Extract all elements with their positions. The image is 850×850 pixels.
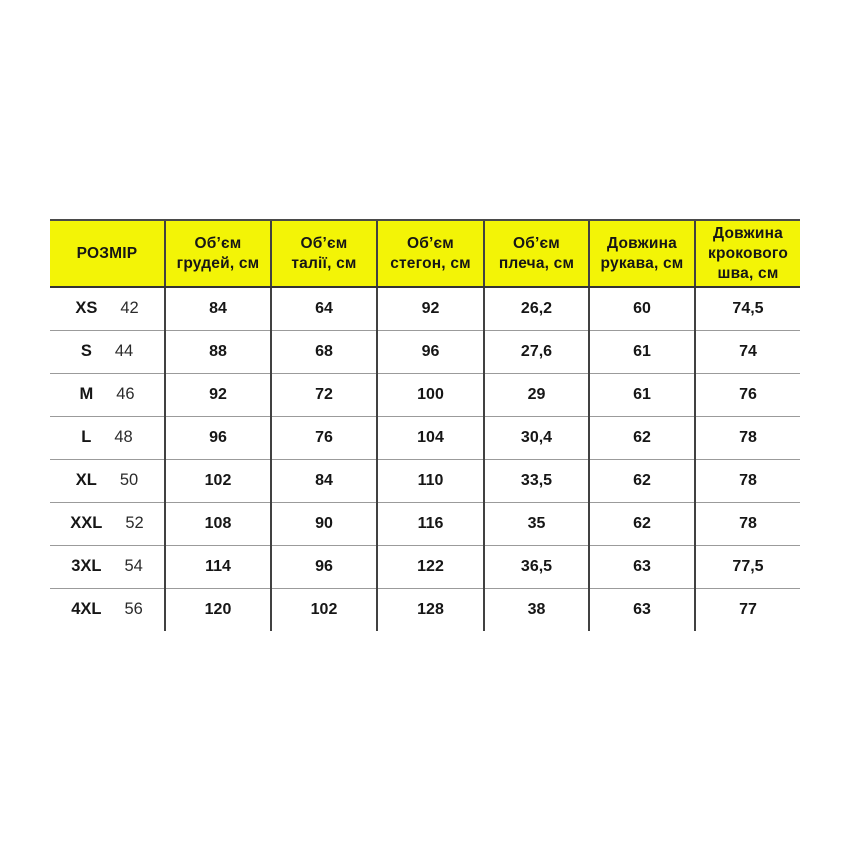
chest-value: 102 <box>164 459 271 503</box>
sleeve-value: 62 <box>588 459 695 503</box>
inseam-value: 76 <box>694 373 800 417</box>
shoulder-value: 36,5 <box>483 545 589 589</box>
shoulder-value: 38 <box>483 588 589 631</box>
waist-value: 68 <box>270 330 377 374</box>
hips-value: 122 <box>376 545 484 589</box>
hips-value: 128 <box>376 588 484 631</box>
sleeve-value: 62 <box>588 502 695 546</box>
size-cell: XS 42 <box>50 287 165 331</box>
size-number: 48 <box>114 428 133 446</box>
shoulder-value: 35 <box>483 502 589 546</box>
size-label: XS <box>75 299 98 318</box>
sleeve-value: 61 <box>588 330 695 374</box>
header-inseam: Довжина крокового шва, см <box>694 219 800 288</box>
chest-value: 108 <box>164 502 271 546</box>
size-cell: 3XL 54 <box>50 545 165 589</box>
waist-value: 96 <box>270 545 377 589</box>
header-waist: Об’єм талії, см <box>270 219 377 288</box>
sleeve-value: 60 <box>588 287 695 331</box>
sleeve-value: 63 <box>588 545 695 589</box>
hips-value: 100 <box>376 373 484 417</box>
hips-value: 116 <box>376 502 484 546</box>
waist-value: 72 <box>270 373 377 417</box>
table-row-xl: XL 50 102 84 110 33,5 62 78 <box>50 459 800 503</box>
shoulder-value: 26,2 <box>483 287 589 331</box>
table-row-l: L 48 96 76 104 30,4 62 78 <box>50 416 800 460</box>
inseam-value: 74,5 <box>694 287 800 331</box>
header-chest: Об’єм грудей, см <box>164 219 271 288</box>
header-shoulder: Об’єм плеча, см <box>483 219 589 288</box>
table-row-3xl: 3XL 54 114 96 122 36,5 63 77,5 <box>50 545 800 589</box>
table-row-xs: XS 42 84 64 92 26,2 60 74,5 <box>50 287 800 331</box>
hips-value: 92 <box>376 287 484 331</box>
size-label: L <box>81 428 92 446</box>
header-size: РОЗМІР <box>50 219 165 288</box>
size-cell: M 46 <box>50 373 165 417</box>
shoulder-value: 27,6 <box>483 330 589 374</box>
header-hips: Об’єм стегон, см <box>376 219 484 288</box>
size-cell: S 44 <box>50 330 165 374</box>
size-cell: XXL 52 <box>50 502 165 546</box>
size-number: 44 <box>114 342 134 360</box>
size-number: 50 <box>119 471 139 489</box>
waist-value: 64 <box>270 287 377 331</box>
size-cell: 4XL 56 <box>50 588 165 631</box>
hips-value: 96 <box>376 330 484 374</box>
inseam-value: 77 <box>694 588 800 631</box>
size-number: 52 <box>125 514 144 532</box>
size-number: 56 <box>124 600 143 619</box>
shoulder-value: 33,5 <box>483 459 589 503</box>
chest-value: 84 <box>164 287 271 331</box>
size-label: M <box>79 385 94 403</box>
size-label: 4XL <box>71 600 102 619</box>
size-label: XL <box>75 471 97 489</box>
size-number: 46 <box>116 385 135 403</box>
table-row-m: M 46 92 72 100 29 61 76 <box>50 373 800 417</box>
chest-value: 120 <box>164 588 271 631</box>
chest-value: 92 <box>164 373 271 417</box>
inseam-value: 78 <box>694 416 800 460</box>
sleeve-value: 63 <box>588 588 695 631</box>
size-number: 54 <box>124 557 143 575</box>
waist-value: 84 <box>270 459 377 503</box>
size-chart-table: РОЗМІР Об’єм грудей, см Об’єм талії, см … <box>50 219 800 631</box>
table-row-4xl: 4XL 56 120 102 128 38 63 77 <box>50 588 800 631</box>
size-label: 3XL <box>71 557 102 575</box>
chest-value: 96 <box>164 416 271 460</box>
inseam-value: 77,5 <box>694 545 800 589</box>
size-cell: XL 50 <box>50 459 165 503</box>
shoulder-value: 30,4 <box>483 416 589 460</box>
waist-value: 90 <box>270 502 377 546</box>
waist-value: 102 <box>270 588 377 631</box>
size-number: 42 <box>120 299 139 318</box>
hips-value: 104 <box>376 416 484 460</box>
chest-value: 114 <box>164 545 271 589</box>
inseam-value: 74 <box>694 330 800 374</box>
hips-value: 110 <box>376 459 484 503</box>
inseam-value: 78 <box>694 502 800 546</box>
waist-value: 76 <box>270 416 377 460</box>
header-sleeve: Довжина рукава, см <box>588 219 695 288</box>
sleeve-value: 61 <box>588 373 695 417</box>
size-label: XXL <box>70 514 103 532</box>
size-cell: L 48 <box>50 416 165 460</box>
size-label: S <box>80 342 92 360</box>
sleeve-value: 62 <box>588 416 695 460</box>
shoulder-value: 29 <box>483 373 589 417</box>
table-header-row: РОЗМІР Об’єм грудей, см Об’єм талії, см … <box>50 219 800 288</box>
table-row-s: S 44 88 68 96 27,6 61 74 <box>50 330 800 374</box>
table-row-xxl: XXL 52 108 90 116 35 62 78 <box>50 502 800 546</box>
chest-value: 88 <box>164 330 271 374</box>
inseam-value: 78 <box>694 459 800 503</box>
